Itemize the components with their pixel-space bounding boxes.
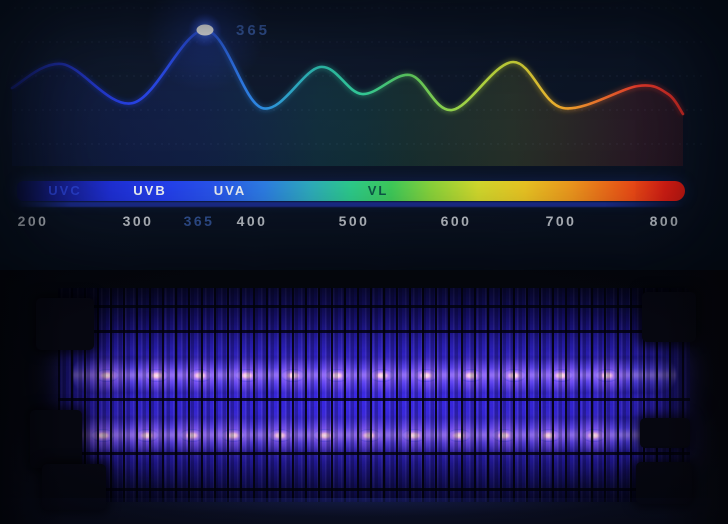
band-label-uvb: UVB <box>133 183 167 198</box>
spectrum-bar <box>17 181 685 201</box>
horizontal-wire <box>58 398 690 401</box>
band-label-vl: VL <box>367 183 389 198</box>
lamp-clamp-right-top <box>642 292 696 342</box>
tick-label-200: 200 <box>17 213 49 229</box>
spectrum-band-labels: UVC UVB UVA VL <box>0 181 728 201</box>
uv-lamp-photo-panel <box>0 270 728 524</box>
lamp-clamp-left-middle <box>30 410 82 468</box>
lamp-clamp-right-middle <box>640 418 690 448</box>
tick-label-400: 400 <box>236 213 268 229</box>
lamp-clamp-left-bottom <box>42 464 106 510</box>
peak-wavelength-label: 365 <box>236 22 271 39</box>
spectrum-chart-panel: 365 UVC UVB UVA VL 200 300 365 400 500 600 700 800 <box>0 0 728 270</box>
tick-label-800: 800 <box>649 213 681 229</box>
tick-label-500: 500 <box>338 213 370 229</box>
wavelength-axis: 200 300 365 400 500 600 700 800 <box>0 213 728 235</box>
band-label-uva: UVA <box>213 183 247 198</box>
tick-label-600: 600 <box>440 213 472 229</box>
protective-grid-vertical-wires <box>58 288 690 502</box>
horizontal-wire <box>58 452 690 455</box>
peak-glow-dot <box>196 24 214 36</box>
lamp-clamp-left-top <box>36 298 94 350</box>
uv-lamp <box>58 288 690 502</box>
horizontal-wire <box>58 488 690 491</box>
horizontal-wire <box>58 305 690 308</box>
spectrum-curve-svg <box>10 7 706 166</box>
floor-reflection <box>0 498 728 524</box>
lamp-edge-shadow <box>58 288 690 502</box>
horizontal-wire <box>58 330 690 333</box>
lamp-clamp-right-bottom <box>636 462 692 504</box>
band-label-uvc: UVC <box>48 183 82 198</box>
tick-label-300: 300 <box>122 213 154 229</box>
spectrum-bar-reflection <box>17 202 685 207</box>
tick-label-700: 700 <box>545 213 577 229</box>
curve-stroke <box>10 28 685 116</box>
tick-label-365: 365 <box>183 213 215 229</box>
